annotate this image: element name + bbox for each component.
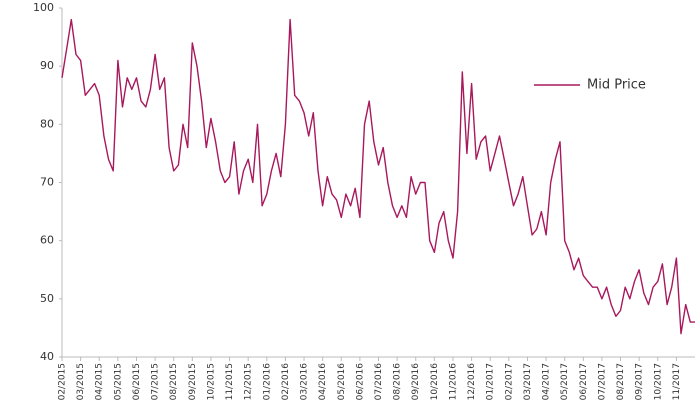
x-tick-label: 12/2015 <box>244 363 254 400</box>
x-tick-label: 05/2017 <box>560 363 570 400</box>
series-line <box>61 18 695 335</box>
x-tick-label: 05/2016 <box>337 363 347 400</box>
x-tick-label: 08/2017 <box>616 363 626 400</box>
x-tick-label: 04/2017 <box>542 363 552 400</box>
x-tick-label: 01/2017 <box>486 363 496 400</box>
x-tick-label: 10/2016 <box>430 363 440 400</box>
legend-label: Mid Price <box>587 78 646 93</box>
x-tick-label: 08/2015 <box>169 363 179 400</box>
x-tick-label: 02/2017 <box>504 363 514 400</box>
x-tick-label: 08/2016 <box>393 363 403 400</box>
x-tick-label: 04/2016 <box>318 363 328 400</box>
x-tick-label: 10/2015 <box>206 363 216 400</box>
x-tick-label: 07/2017 <box>597 363 607 400</box>
x-tick-label: 12/2016 <box>467 363 477 400</box>
x-tick-label: 02/2015 <box>58 363 68 400</box>
x-tick-label: 03/2015 <box>76 363 86 400</box>
x-tick-label: 09/2015 <box>188 363 198 400</box>
x-tick-label: 04/2015 <box>95 363 105 400</box>
x-tick-label: 06/2016 <box>355 363 365 400</box>
y-tick-label: 40 <box>40 350 54 363</box>
y-tick-label: 100 <box>33 1 54 14</box>
y-tick-label: 70 <box>40 176 54 189</box>
x-tick-label: 07/2016 <box>374 363 384 400</box>
y-tick-label: 90 <box>40 59 54 72</box>
x-tick-label: 03/2016 <box>300 363 310 400</box>
y-tick-label: 60 <box>40 234 54 247</box>
x-tick-label: 06/2015 <box>132 363 142 400</box>
x-tick-label: 10/2017 <box>653 363 663 400</box>
x-tick-label: 01/2016 <box>262 363 272 400</box>
x-tick-label: 07/2015 <box>151 363 161 400</box>
x-tick-label: 06/2017 <box>579 363 589 400</box>
x-tick-label: 05/2015 <box>113 363 123 400</box>
x-tick-label: 11/2016 <box>448 363 458 400</box>
x-tick-label: 02/2016 <box>281 363 291 400</box>
x-tick-label: 11/2015 <box>225 363 235 400</box>
x-tick-label: 09/2017 <box>635 363 645 400</box>
x-tick-label: 03/2017 <box>523 363 533 400</box>
x-tick-label: 11/2017 <box>672 363 682 400</box>
x-tick-label: 09/2016 <box>411 363 421 400</box>
y-tick-label: 80 <box>40 117 54 130</box>
y-tick-label: 50 <box>40 292 54 305</box>
